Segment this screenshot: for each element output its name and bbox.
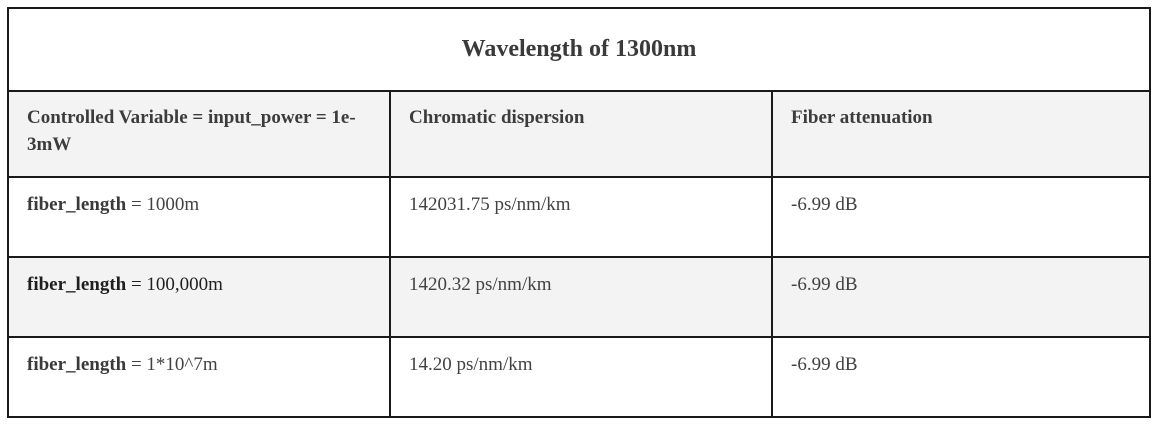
results-table: Wavelength of 1300nm Controlled Variable… — [7, 7, 1151, 418]
param-name: fiber_length — [27, 274, 127, 295]
attenuation-cell: -6.99 dB — [771, 256, 1151, 338]
header-row: Controlled Variable = input_power = 1e-3… — [7, 90, 1151, 178]
attenuation-cell: -6.99 dB — [771, 176, 1151, 258]
fiber-length-cell: fiber_length = 1*10^7m — [7, 336, 391, 418]
param-value: = 1000m — [126, 194, 200, 215]
param-name: fiber_length — [27, 194, 127, 215]
header-fiber-attenuation: Fiber attenuation — [771, 90, 1151, 178]
param-value: = 100,000m — [126, 274, 223, 295]
fiber-length-cell: fiber_length = 1000m — [7, 176, 391, 258]
header-chromatic-dispersion: Chromatic dispersion — [389, 90, 773, 178]
param-value: = 1*10^7m — [126, 354, 218, 375]
header-controlled-variable: Controlled Variable = input_power = 1e-3… — [7, 90, 391, 178]
table-row: fiber_length = 1*10^7m 14.20 ps/nm/km -6… — [7, 336, 1151, 418]
dispersion-cell: 1420.32 ps/nm/km — [389, 256, 773, 338]
dispersion-cell: 142031.75 ps/nm/km — [389, 176, 773, 258]
title-row: Wavelength of 1300nm — [7, 7, 1151, 92]
table-row: fiber_length = 100,000m 1420.32 ps/nm/km… — [7, 256, 1151, 338]
fiber-length-cell: fiber_length = 100,000m — [7, 256, 391, 338]
dispersion-cell: 14.20 ps/nm/km — [389, 336, 773, 418]
table-row: fiber_length = 1000m 142031.75 ps/nm/km … — [7, 176, 1151, 258]
table-title: Wavelength of 1300nm — [7, 7, 1151, 92]
param-name: fiber_length — [27, 354, 127, 375]
attenuation-cell: -6.99 dB — [771, 336, 1151, 418]
